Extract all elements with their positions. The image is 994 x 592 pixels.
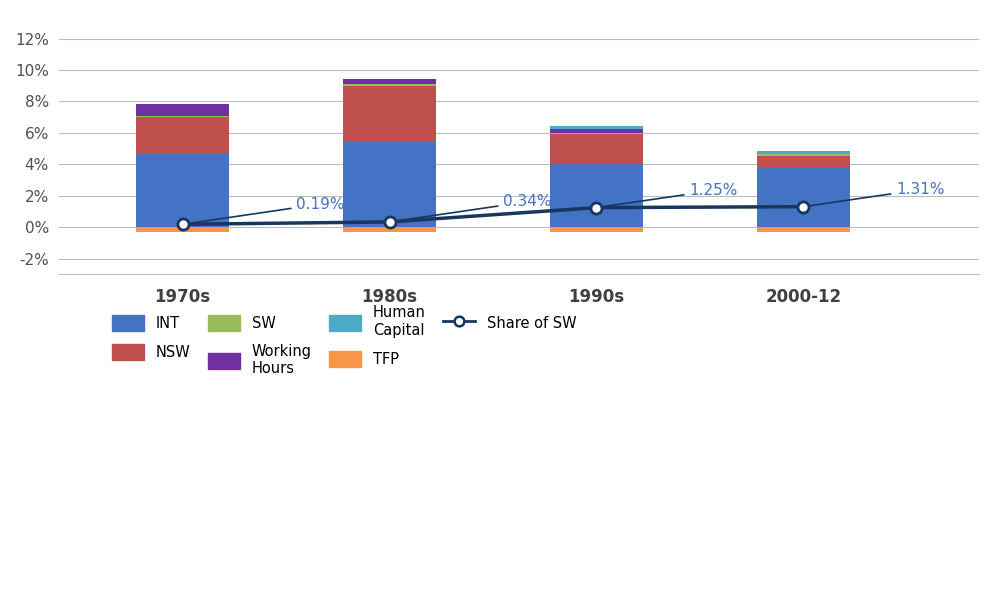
- Bar: [136, 115, 230, 117]
- Bar: [550, 133, 643, 134]
- Bar: [756, 227, 850, 232]
- Bar: [343, 79, 436, 84]
- Bar: [756, 155, 850, 156]
- Bar: [756, 168, 850, 227]
- Bar: [136, 104, 230, 115]
- Bar: [343, 227, 436, 232]
- Bar: [343, 84, 436, 86]
- Bar: [136, 227, 230, 232]
- Text: 0.19%: 0.19%: [186, 197, 345, 224]
- Bar: [550, 126, 643, 129]
- Bar: [136, 117, 230, 154]
- Legend: INT, NSW, SW, Working
Hours, Human
Capital, TFP, Share of SW: INT, NSW, SW, Working Hours, Human Capit…: [112, 305, 577, 376]
- Bar: [550, 227, 643, 232]
- Bar: [550, 134, 643, 163]
- Bar: [756, 154, 850, 155]
- Bar: [550, 129, 643, 133]
- Text: 1.25%: 1.25%: [599, 183, 738, 207]
- Text: 1.31%: 1.31%: [806, 182, 944, 206]
- Bar: [550, 163, 643, 227]
- Bar: [756, 152, 850, 154]
- Text: 0.34%: 0.34%: [393, 194, 552, 221]
- Bar: [756, 156, 850, 168]
- Bar: [343, 86, 436, 141]
- Bar: [136, 154, 230, 227]
- Bar: [343, 141, 436, 227]
